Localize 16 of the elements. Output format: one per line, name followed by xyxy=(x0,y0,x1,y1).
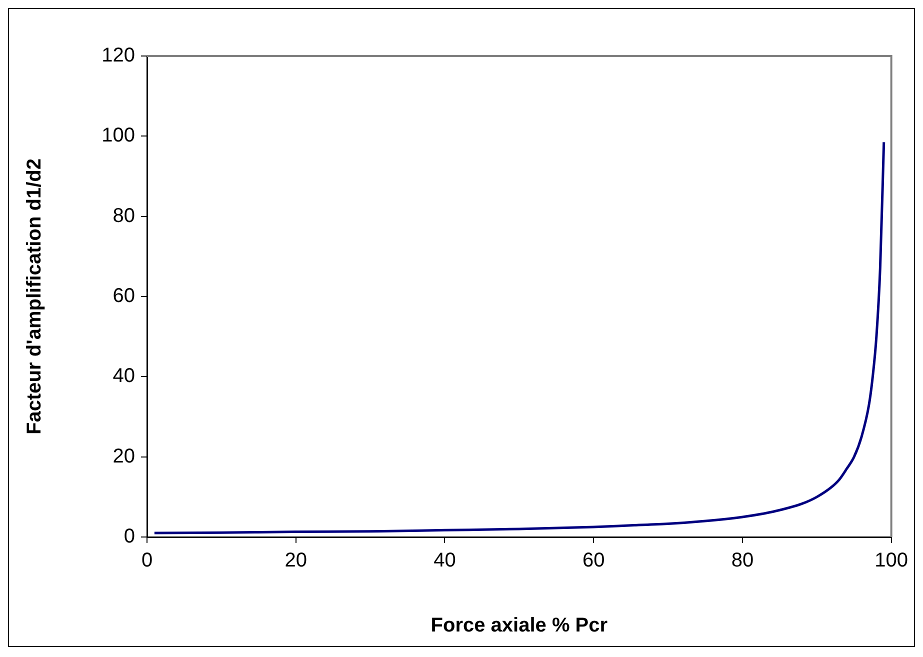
x-tick-label: 20 xyxy=(284,550,307,572)
x-tick-label: 80 xyxy=(731,550,754,572)
x-tick-label: 0 xyxy=(141,550,153,572)
x-axis-title: Force axiale % Pcr xyxy=(430,614,608,637)
y-tick-label: 40 xyxy=(112,365,135,388)
line-series xyxy=(153,140,886,534)
y-tick-label: 60 xyxy=(112,285,135,308)
x-tick-label: 60 xyxy=(582,550,605,572)
y-tick-label: 80 xyxy=(112,204,135,227)
x-tick-label: 40 xyxy=(434,550,456,572)
y-tick-label: 100 xyxy=(102,124,135,147)
x-tick-label: 100 xyxy=(874,550,908,572)
y-tick-label: 120 xyxy=(102,44,135,67)
y-tick-label: 0 xyxy=(124,526,135,548)
y-tick-label: 20 xyxy=(112,445,135,468)
y-axis-title: Facteur d'amplification d1/d2 xyxy=(24,158,46,434)
